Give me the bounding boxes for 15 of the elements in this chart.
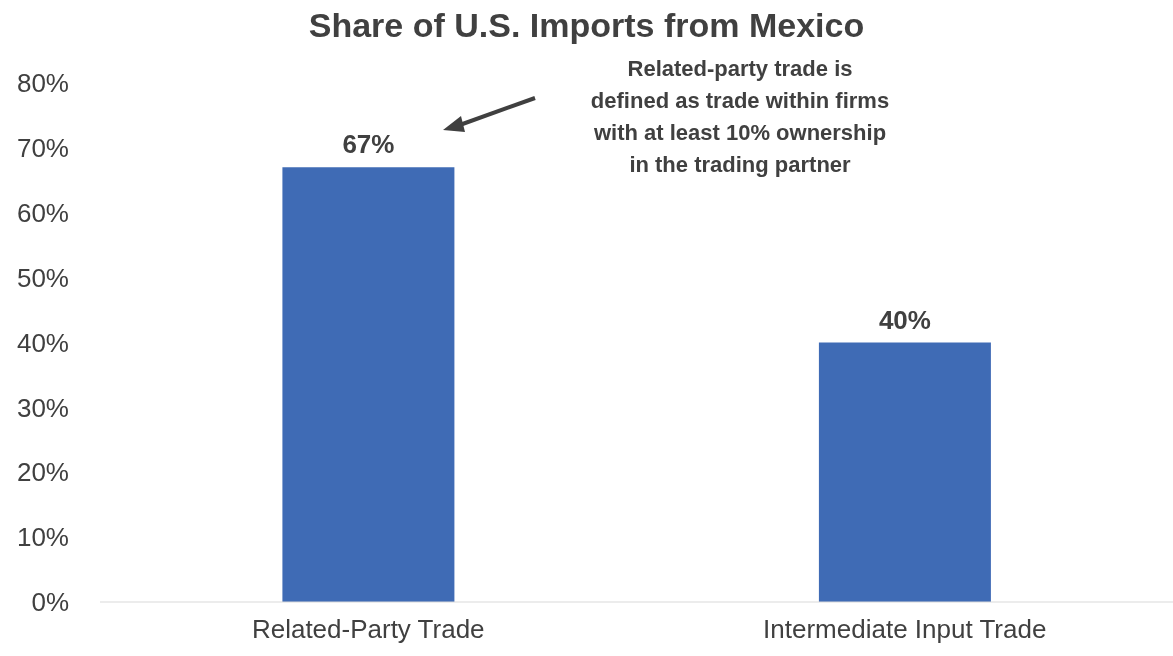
y-tick-label: 70%: [16, 133, 69, 164]
annotation: Related-party trade is defined as trade within firms with at least 10% ownership in the trading partner: [590, 56, 890, 177]
y-tick-label: 10%: [16, 522, 69, 553]
y-tick-label: 80%: [16, 68, 69, 99]
y-tick-label: 40%: [16, 327, 69, 358]
x-tick-label: Related-Party Trade: [251, 614, 485, 645]
y-tick-label: 20%: [16, 457, 69, 488]
y-tick-label: 0%: [31, 587, 69, 618]
chart-title: Share of U.S. Imports from Mexico: [307, 6, 866, 45]
x-tick-label: Intermediate Input Trade: [763, 614, 1047, 645]
data-label: 40%: [878, 304, 931, 335]
data-label: 67%: [342, 129, 395, 160]
y-tick-label: 50%: [16, 262, 69, 293]
y-tick-label: 30%: [16, 392, 69, 423]
y-tick-label: 60%: [16, 197, 69, 228]
